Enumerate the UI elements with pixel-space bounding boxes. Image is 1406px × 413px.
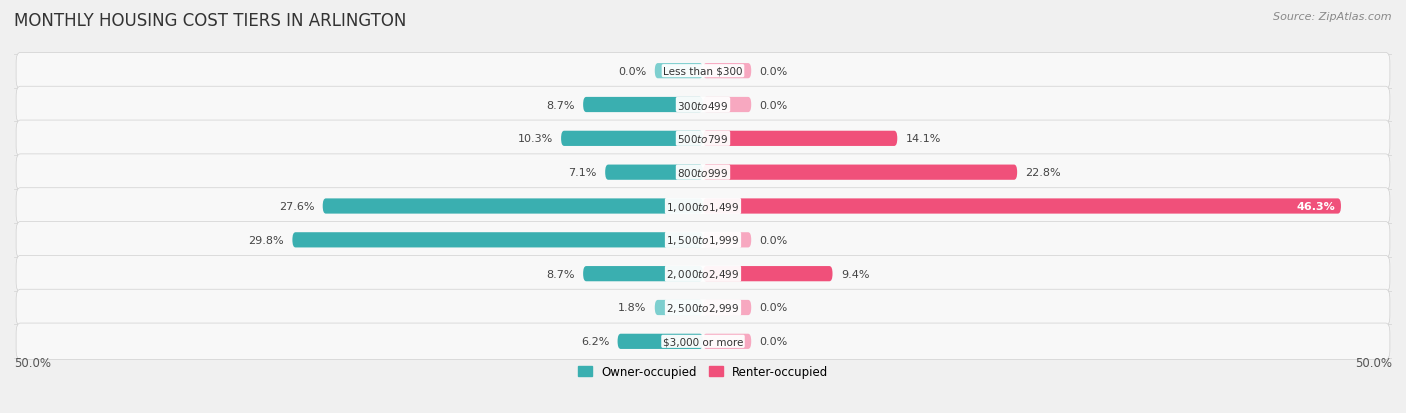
FancyBboxPatch shape xyxy=(323,199,703,214)
Text: $2,000 to $2,499: $2,000 to $2,499 xyxy=(666,268,740,280)
FancyBboxPatch shape xyxy=(655,64,703,79)
Text: 8.7%: 8.7% xyxy=(547,269,575,279)
Text: $1,000 to $1,499: $1,000 to $1,499 xyxy=(666,200,740,213)
Text: 29.8%: 29.8% xyxy=(249,235,284,245)
FancyBboxPatch shape xyxy=(561,131,703,147)
FancyBboxPatch shape xyxy=(605,165,703,180)
Text: Less than $300: Less than $300 xyxy=(664,66,742,76)
FancyBboxPatch shape xyxy=(617,334,703,349)
FancyBboxPatch shape xyxy=(583,97,703,113)
Text: $500 to $799: $500 to $799 xyxy=(678,133,728,145)
Text: $3,000 or more: $3,000 or more xyxy=(662,337,744,347)
Text: 0.0%: 0.0% xyxy=(759,337,787,347)
Text: 14.1%: 14.1% xyxy=(905,134,941,144)
FancyBboxPatch shape xyxy=(15,222,1391,259)
Text: $1,500 to $1,999: $1,500 to $1,999 xyxy=(666,234,740,247)
Text: 7.1%: 7.1% xyxy=(568,168,598,178)
FancyBboxPatch shape xyxy=(15,87,1391,123)
FancyBboxPatch shape xyxy=(703,300,751,316)
Text: 0.0%: 0.0% xyxy=(759,100,787,110)
FancyBboxPatch shape xyxy=(15,290,1391,326)
FancyBboxPatch shape xyxy=(703,233,751,248)
FancyBboxPatch shape xyxy=(15,121,1391,157)
Text: 10.3%: 10.3% xyxy=(517,134,553,144)
FancyBboxPatch shape xyxy=(703,266,832,282)
FancyBboxPatch shape xyxy=(703,97,751,113)
Text: 50.0%: 50.0% xyxy=(1355,356,1392,369)
FancyBboxPatch shape xyxy=(15,256,1391,292)
FancyBboxPatch shape xyxy=(703,131,897,147)
Text: Source: ZipAtlas.com: Source: ZipAtlas.com xyxy=(1274,12,1392,22)
Text: 46.3%: 46.3% xyxy=(1296,202,1336,211)
Text: 0.0%: 0.0% xyxy=(759,66,787,76)
Legend: Owner-occupied, Renter-occupied: Owner-occupied, Renter-occupied xyxy=(572,360,834,383)
FancyBboxPatch shape xyxy=(655,300,703,316)
FancyBboxPatch shape xyxy=(703,165,1017,180)
FancyBboxPatch shape xyxy=(703,334,751,349)
Text: 27.6%: 27.6% xyxy=(278,202,315,211)
Text: 0.0%: 0.0% xyxy=(619,66,647,76)
FancyBboxPatch shape xyxy=(703,199,1341,214)
FancyBboxPatch shape xyxy=(15,53,1391,90)
FancyBboxPatch shape xyxy=(15,154,1391,191)
Text: $2,500 to $2,999: $2,500 to $2,999 xyxy=(666,301,740,314)
Text: 0.0%: 0.0% xyxy=(759,303,787,313)
Text: 0.0%: 0.0% xyxy=(759,235,787,245)
Text: 9.4%: 9.4% xyxy=(841,269,869,279)
FancyBboxPatch shape xyxy=(15,323,1391,360)
Text: 8.7%: 8.7% xyxy=(547,100,575,110)
Text: MONTHLY HOUSING COST TIERS IN ARLINGTON: MONTHLY HOUSING COST TIERS IN ARLINGTON xyxy=(14,12,406,30)
FancyBboxPatch shape xyxy=(703,64,751,79)
Text: 1.8%: 1.8% xyxy=(619,303,647,313)
FancyBboxPatch shape xyxy=(583,266,703,282)
FancyBboxPatch shape xyxy=(15,188,1391,225)
Text: $800 to $999: $800 to $999 xyxy=(678,167,728,179)
Text: 22.8%: 22.8% xyxy=(1025,168,1062,178)
FancyBboxPatch shape xyxy=(292,233,703,248)
Text: 50.0%: 50.0% xyxy=(14,356,51,369)
Text: $300 to $499: $300 to $499 xyxy=(678,99,728,111)
Text: 6.2%: 6.2% xyxy=(581,337,609,347)
